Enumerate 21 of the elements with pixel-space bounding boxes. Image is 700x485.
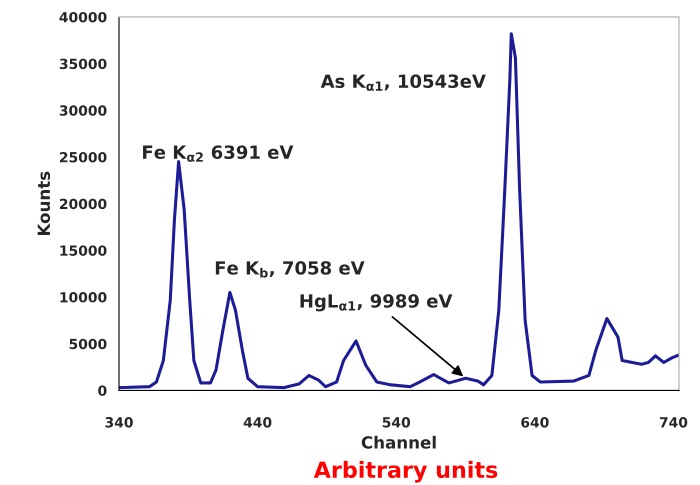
y-tick-label: 15000 (60, 245, 107, 256)
y-tick-label: 20000 (60, 198, 107, 210)
x-tick-label: 640 (521, 417, 549, 428)
x-tick-label: 540 (382, 417, 410, 428)
y-tick-label: 0 (98, 385, 107, 396)
y-tick-label: 35000 (60, 58, 107, 70)
y-axis-title: Kounts (38, 172, 50, 236)
y-tick-label: 10000 (60, 292, 107, 303)
y-tick-label: 40000 (60, 12, 107, 22)
x-tick-label: 440 (244, 417, 272, 428)
y-tick-label: 30000 (60, 105, 107, 116)
x-tick-label: 740 (660, 417, 688, 428)
x-axis-title: Channel (362, 436, 436, 449)
y-tick-label: 5000 (70, 338, 107, 350)
y-tick-label: 25000 (60, 152, 107, 162)
annotation: HgL$_{α1}$, 9989 eV (300, 294, 452, 312)
annotation: Fe K$_{α2}$ 6391 eV (143, 145, 294, 162)
text: Arbitrary units (314, 460, 498, 483)
x-tick-label: 340 (105, 417, 133, 428)
annotation: As K$_{α1}$, 10543eV (320, 74, 486, 91)
annotation: Fe K$_{b}$, 7058 eV (216, 261, 365, 278)
